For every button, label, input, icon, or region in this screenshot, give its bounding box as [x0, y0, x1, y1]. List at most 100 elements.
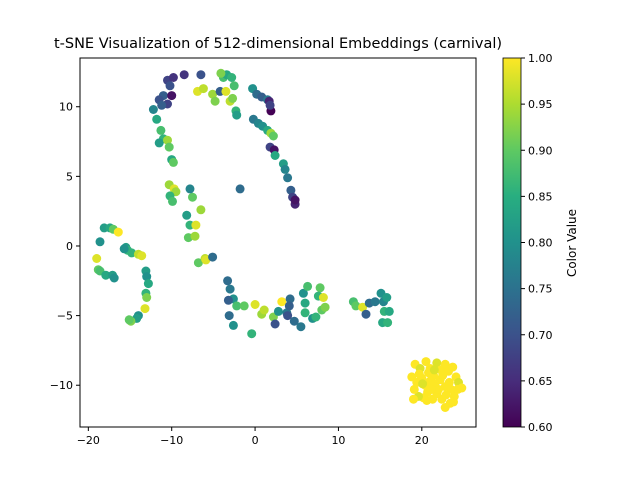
- data-point: [127, 248, 137, 258]
- data-point: [229, 81, 239, 91]
- data-point: [320, 302, 330, 312]
- data-point: [361, 309, 371, 319]
- data-point: [228, 93, 238, 103]
- data-point: [142, 293, 152, 302]
- data-point: [210, 96, 220, 106]
- data-point: [250, 300, 260, 309]
- data-point: [414, 369, 424, 379]
- colorbar-label: Color Value: [565, 209, 579, 277]
- data-point: [221, 86, 231, 96]
- colorbar-tick-label: 0.65: [528, 375, 553, 388]
- data-point: [421, 357, 431, 367]
- colorbar-tick-label: 0.75: [528, 283, 553, 296]
- data-point: [290, 195, 300, 205]
- data-point: [318, 293, 328, 302]
- data-point: [119, 244, 129, 254]
- data-point: [429, 365, 439, 375]
- data-point: [239, 301, 249, 311]
- data-point: [384, 306, 394, 316]
- data-point: [188, 192, 197, 202]
- x-tick-label: 20: [415, 434, 429, 447]
- data-point: [259, 305, 269, 315]
- data-point: [143, 279, 153, 289]
- data-point: [163, 135, 172, 145]
- data-point: [283, 311, 293, 321]
- data-point: [444, 377, 454, 387]
- data-point: [311, 312, 321, 322]
- data-point: [152, 114, 162, 124]
- data-point: [457, 383, 467, 393]
- data-point: [440, 403, 450, 412]
- x-axis: −20 −10 0 10 20: [77, 427, 429, 447]
- data-point: [235, 184, 245, 194]
- data-point: [137, 251, 147, 261]
- data-point: [358, 302, 368, 312]
- data-point: [449, 397, 458, 407]
- data-point: [224, 311, 234, 321]
- colorbar: [502, 57, 522, 428]
- data-point: [92, 254, 102, 263]
- data-point: [370, 297, 380, 307]
- data-point: [440, 359, 450, 369]
- data-point: [441, 390, 451, 400]
- data-point: [101, 270, 111, 280]
- data-point: [168, 157, 178, 167]
- data-point: [198, 84, 208, 94]
- data-point: [296, 322, 306, 332]
- data-point: [303, 281, 313, 291]
- data-point: [179, 70, 189, 80]
- data-point: [438, 371, 448, 380]
- colorbar-tick-label: 1.00: [528, 52, 553, 65]
- y-tick-label: 10: [59, 101, 73, 114]
- data-point: [289, 316, 299, 326]
- data-point: [216, 68, 226, 78]
- data-point: [426, 384, 436, 394]
- data-point: [208, 89, 218, 99]
- data-point: [298, 288, 308, 298]
- data-point: [185, 184, 195, 194]
- data-point: [409, 394, 418, 404]
- data-point: [265, 100, 275, 110]
- data-point: [315, 283, 325, 293]
- data-point: [225, 284, 235, 294]
- colorbar-tick-label: 0.70: [528, 329, 553, 342]
- colorbar-tick-label: 0.60: [528, 421, 553, 434]
- data-point: [165, 81, 175, 91]
- data-point: [182, 210, 192, 220]
- colorbar-ticks: 0.60 0.65 0.70 0.75 0.80 0.85 0.90 0.95 1.00: [521, 52, 553, 434]
- data-point: [193, 258, 203, 268]
- data-point: [164, 142, 174, 152]
- data-point: [113, 227, 123, 237]
- data-point: [273, 306, 283, 316]
- data-point: [168, 73, 178, 82]
- data-point: [228, 320, 238, 330]
- chart-title: t-SNE Visualization of 512-dimensional E…: [54, 36, 502, 52]
- data-point: [285, 294, 295, 304]
- data-point: [223, 276, 233, 286]
- data-point: [300, 308, 310, 318]
- data-point: [142, 272, 152, 282]
- data-point: [383, 318, 393, 328]
- data-point: [432, 358, 442, 368]
- data-point: [154, 138, 164, 148]
- y-tick-label: −10: [50, 379, 73, 392]
- data-point: [270, 151, 280, 160]
- data-point: [140, 304, 150, 314]
- data-point: [351, 301, 361, 311]
- x-tick-label: −20: [77, 434, 100, 447]
- colorbar-tick-label: 0.85: [528, 190, 553, 203]
- data-point: [227, 73, 237, 82]
- data-point: [167, 91, 177, 101]
- data-point: [196, 70, 206, 80]
- data-point: [284, 301, 294, 311]
- data-point: [422, 396, 432, 405]
- data-point: [156, 125, 166, 135]
- data-point: [191, 220, 201, 230]
- data-point: [148, 105, 158, 114]
- colorbar-tick-label: 0.95: [528, 98, 553, 111]
- data-point: [280, 164, 290, 174]
- y-tick-label: 0: [66, 240, 73, 253]
- data-point: [448, 362, 458, 372]
- data-point: [300, 298, 310, 308]
